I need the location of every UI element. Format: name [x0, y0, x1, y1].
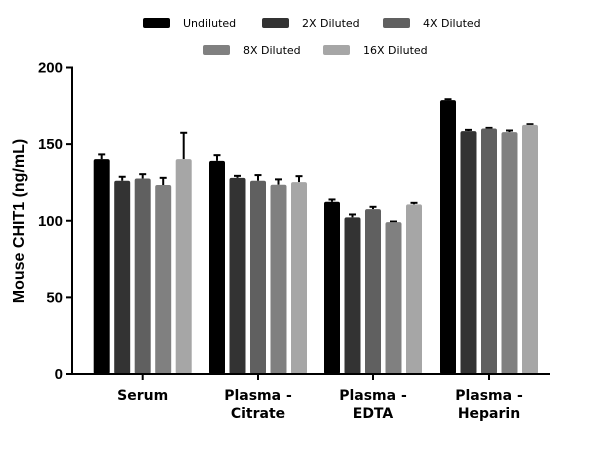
y-tick-label: 100 — [38, 213, 63, 230]
legend-swatch — [262, 18, 289, 28]
bar — [440, 100, 456, 375]
bar — [522, 124, 538, 375]
bar — [270, 184, 287, 374]
legend-label: 8X Diluted — [243, 44, 301, 57]
legend-swatch — [143, 18, 170, 28]
bar — [93, 159, 110, 374]
bar — [324, 201, 340, 374]
legend-label: 2X Diluted — [302, 17, 360, 30]
bar — [209, 160, 225, 374]
legend: Undiluted 2X Diluted 4X Diluted 8X Diluted 1… — [143, 17, 481, 57]
legend-item: 16X Diluted — [323, 44, 428, 57]
bar — [134, 178, 151, 374]
x-tick-label: Serum — [117, 388, 168, 404]
legend-item: Undiluted — [143, 17, 236, 30]
bar — [365, 209, 381, 374]
x-tick-label: Citrate — [231, 406, 285, 422]
x-tick-label: Plasma - — [339, 388, 407, 404]
bar — [344, 217, 361, 374]
legend-swatch — [323, 45, 350, 55]
legend-label: 16X Diluted — [363, 44, 428, 57]
y-tick-label: 200 — [38, 60, 63, 77]
bar — [250, 180, 266, 374]
bar — [229, 177, 246, 374]
bar — [481, 128, 497, 374]
x-tick-label: Plasma - — [224, 388, 292, 404]
legend-item: 2X Diluted — [262, 17, 360, 30]
bar — [460, 131, 477, 374]
bar — [385, 222, 402, 374]
legend-item: 4X Diluted — [383, 17, 481, 30]
y-tick-label: 0 — [55, 366, 63, 383]
bar — [291, 182, 307, 374]
legend-item: 8X Diluted — [203, 44, 301, 57]
bar — [155, 185, 172, 374]
bar — [501, 132, 518, 374]
bars — [93, 98, 538, 375]
bar — [114, 180, 131, 374]
bar — [406, 204, 422, 374]
y-tick-label: 150 — [38, 136, 63, 153]
y-tick-label: 50 — [46, 289, 63, 306]
y-axis-label: Mouse CHIT1 (ng/mL) — [11, 139, 28, 303]
bar — [175, 159, 192, 374]
x-tick-label: EDTA — [353, 406, 394, 422]
legend-swatch — [383, 18, 410, 28]
x-tick-label: Heparin — [458, 406, 520, 422]
legend-label: 4X Diluted — [423, 17, 481, 30]
legend-swatch — [203, 45, 230, 55]
legend-label: Undiluted — [183, 17, 236, 30]
axes: 0 50 100 150 200 Serum Plasma - Citrate Plasma -… — [38, 60, 550, 422]
x-tick-label: Plasma - — [455, 388, 523, 404]
